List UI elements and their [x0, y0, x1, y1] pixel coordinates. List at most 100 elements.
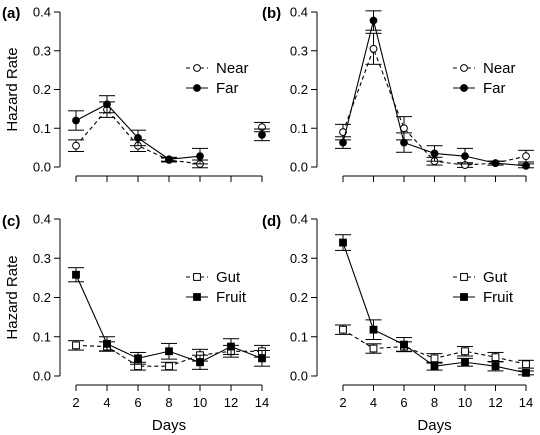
- legend-label: Near: [216, 60, 249, 77]
- legend-label: Far: [216, 80, 239, 97]
- data-point: [522, 360, 530, 369]
- panel-label: (b): [262, 5, 281, 22]
- data-point: [430, 354, 439, 363]
- data-point: [134, 354, 142, 363]
- data-point: [461, 347, 469, 356]
- series-fruit: [335, 234, 534, 377]
- legend-label: Fruit: [483, 289, 514, 306]
- x-tick-label: 10: [193, 395, 207, 410]
- legend-marker: [460, 273, 468, 281]
- y-tick-label: 0.0: [33, 369, 51, 384]
- legend-label: Fruit: [216, 289, 247, 306]
- series-fruit: [68, 267, 270, 370]
- legend: Near Far: [453, 60, 516, 97]
- y-tick-label: 0.3: [33, 251, 51, 266]
- data-point: [165, 362, 173, 371]
- legend-marker: [460, 84, 468, 92]
- y-axis-title: Hazard Rate: [4, 255, 21, 339]
- legend-marker: [193, 84, 201, 92]
- y-tick-label: 0.2: [290, 82, 308, 97]
- data-point: [72, 270, 80, 279]
- data-point: [400, 138, 408, 147]
- legend-marker: [193, 64, 201, 72]
- x-tick-label: 12: [488, 395, 502, 410]
- x-tick-label: 2: [72, 395, 79, 410]
- x-tick-label: 6: [400, 395, 407, 410]
- x-tick-label: 6: [134, 395, 141, 410]
- data-point: [522, 368, 530, 377]
- data-point: [227, 342, 235, 351]
- series-far: [335, 10, 534, 170]
- data-point: [522, 161, 530, 170]
- series-far: [68, 95, 270, 165]
- x-axis-title: Days: [417, 417, 451, 434]
- data-point: [258, 130, 266, 139]
- data-point: [72, 141, 80, 150]
- x-tick-label: 14: [255, 395, 269, 410]
- x-tick-label: 8: [431, 395, 438, 410]
- data-point: [430, 149, 439, 158]
- legend-label: Far: [483, 80, 506, 97]
- data-point: [258, 354, 266, 363]
- panel-label: (a): [2, 5, 20, 22]
- x-tick-label: 4: [370, 395, 377, 410]
- y-tick-label: 0.0: [290, 369, 308, 384]
- y-tick-label: 0.1: [290, 121, 308, 136]
- y-tick-label: 0.0: [33, 160, 51, 175]
- chart-panel-b: (b) 0.0 0.1 0.2 0.3 0.4 Near Far: [262, 5, 534, 182]
- x-tick-label: 8: [165, 395, 172, 410]
- data-point: [196, 358, 204, 367]
- y-tick-label: 0.2: [33, 290, 51, 305]
- data-point: [491, 362, 500, 371]
- panel-label: (c): [2, 213, 20, 230]
- data-point: [369, 16, 378, 25]
- data-point: [134, 134, 142, 142]
- data-point: [461, 152, 469, 161]
- data-point: [72, 341, 80, 350]
- data-point: [72, 116, 80, 125]
- y-tick-label: 0.1: [290, 329, 308, 344]
- x-tick-label: 4: [103, 395, 110, 410]
- chart-panel-d: (d) 0.0 0.1 0.2 0.3 0.4 2 4 6 8 10 12 14 Days Gut Fruit: [262, 212, 534, 434]
- chart-panel-a: (a) 0.0 0.1 0.2 0.3 0.4 Hazard Rate Near Far: [2, 5, 270, 182]
- data-point: [491, 353, 500, 362]
- data-point: [103, 339, 111, 348]
- data-point: [461, 358, 469, 367]
- x-tick-label: 12: [224, 395, 238, 410]
- y-axis-title: Hazard Rate: [4, 47, 21, 131]
- x-tick-label: 10: [458, 395, 472, 410]
- data-point: [369, 44, 378, 53]
- y-tick-label: 0.4: [290, 212, 308, 227]
- legend-marker: [460, 293, 468, 301]
- y-tick-label: 0.2: [290, 290, 308, 305]
- panel-label: (d): [262, 213, 281, 230]
- legend-marker: [460, 64, 468, 72]
- y-tick-label: 0.4: [290, 5, 308, 20]
- data-point: [491, 159, 500, 168]
- data-point: [369, 325, 378, 334]
- y-tick-label: 0.1: [33, 121, 51, 136]
- legend-marker: [193, 293, 201, 301]
- y-tick-label: 0.3: [33, 43, 51, 58]
- data-point: [430, 362, 439, 371]
- legend: Gut Fruit: [186, 269, 247, 306]
- data-point: [339, 138, 347, 147]
- y-tick-label: 0.1: [33, 329, 51, 344]
- y-tick-label: 0.4: [33, 212, 51, 227]
- y-tick-label: 0.4: [33, 5, 51, 20]
- data-point: [165, 155, 173, 164]
- x-tick-label: 14: [519, 395, 533, 410]
- data-point: [339, 325, 347, 334]
- data-point: [165, 347, 173, 356]
- x-tick-label: 2: [339, 395, 346, 410]
- legend-marker: [193, 273, 201, 281]
- legend: Gut Fruit: [453, 269, 514, 306]
- data-point: [522, 152, 530, 161]
- data-point: [196, 152, 204, 161]
- y-tick-label: 0.3: [290, 43, 308, 58]
- data-point: [339, 238, 347, 247]
- data-point: [103, 100, 111, 109]
- series-line: [75, 108, 201, 165]
- y-tick-label: 0.3: [290, 251, 308, 266]
